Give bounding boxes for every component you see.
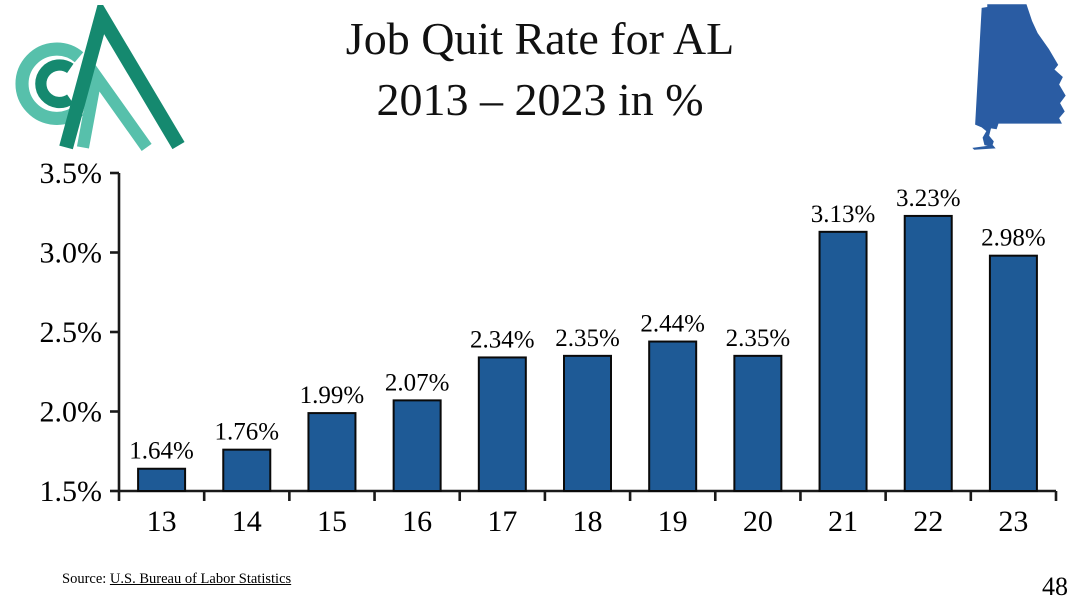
bar-20: [733, 354, 783, 492]
bar-value-label: 3.23%: [896, 185, 961, 212]
y-axis-label: 2.5%: [40, 316, 103, 349]
alabama-coastal-sliver: [972, 145, 996, 150]
bar-13: [137, 467, 187, 492]
alabama-graphic: [972, 4, 1066, 150]
x-axis-label: 16: [402, 505, 432, 538]
bar-16: [392, 399, 442, 492]
bar-value-label: 2.07%: [385, 369, 450, 396]
x-axis-label: 19: [658, 505, 688, 538]
bar-15: [307, 412, 357, 492]
source-citation: Source: U.S. Bureau of Labor Statistics: [62, 571, 291, 588]
bar-21: [818, 230, 868, 493]
bar-value-label: 2.98%: [981, 225, 1046, 252]
bar-19: [648, 340, 698, 493]
bar-17: [477, 356, 527, 492]
bar-value-label: 3.13%: [811, 201, 876, 228]
x-axis-label: 22: [913, 505, 943, 538]
x-axis-label: 14: [232, 505, 262, 538]
y-axis-label: 2.0%: [40, 396, 103, 429]
x-axis-label: 13: [147, 505, 177, 538]
alabama-shape: [975, 4, 1066, 148]
page-title: Job Quit Rate for AL 2013 – 2023 in %: [0, 8, 1080, 130]
x-axis-label: 23: [998, 505, 1028, 538]
bar-23: [988, 254, 1038, 492]
x-axis-label: 21: [828, 505, 858, 538]
x-axis-label: 18: [573, 505, 603, 538]
logo-small-peak: [76, 60, 152, 151]
cca-mountains-logo: [8, 0, 186, 155]
y-axis-label: 3.5%: [40, 157, 103, 190]
x-axis-label: 15: [317, 505, 347, 538]
title-line-1: Job Quit Rate for AL: [345, 13, 735, 64]
x-axis-label: 17: [487, 505, 517, 538]
x-axis-label: 20: [743, 505, 773, 538]
bar-value-label: 2.34%: [470, 326, 535, 353]
cca-logo-graphic: [15, 0, 185, 151]
bar-value-label: 1.76%: [214, 419, 279, 446]
title-line-2: 2013 – 2023 in %: [376, 74, 704, 125]
bar-value-label: 1.99%: [300, 382, 365, 409]
bar-value-label: 2.35%: [726, 325, 791, 352]
bar-value-label: 1.64%: [129, 438, 194, 465]
bar-value-label: 2.35%: [555, 325, 620, 352]
alabama-state-icon: [935, 2, 1075, 154]
bar-18: [563, 354, 612, 492]
bar-14: [222, 448, 272, 493]
source-prefix: Source:: [62, 571, 110, 587]
logo-inner-c: [35, 59, 74, 109]
y-axis-label: 1.5%: [40, 475, 103, 508]
bar-value-label: 2.44%: [640, 311, 705, 338]
bar-22: [903, 214, 953, 492]
logo-outer-c: [15, 42, 84, 125]
logo-big-peak: [59, 0, 185, 150]
source-link[interactable]: U.S. Bureau of Labor Statistics: [109, 571, 292, 587]
page-number: 48: [1042, 572, 1068, 601]
y-axis-label: 3.0%: [40, 237, 103, 270]
